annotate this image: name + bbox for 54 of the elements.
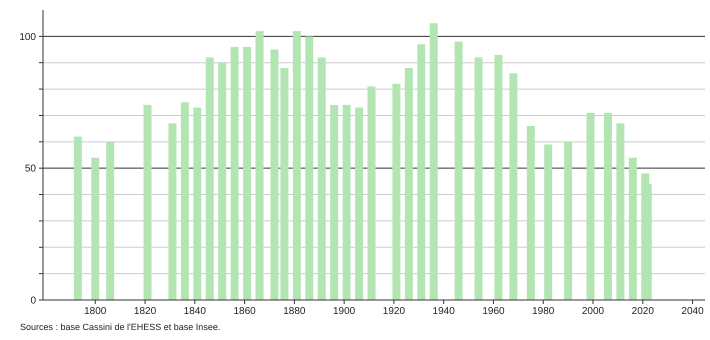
bar (628, 158, 637, 300)
y-tick-label: 50 (24, 164, 36, 175)
bar (564, 142, 572, 300)
bar (106, 142, 114, 300)
bar (193, 108, 202, 300)
bar (392, 84, 400, 300)
x-tick-label: 1880 (283, 306, 306, 317)
bar (616, 123, 624, 300)
bar (430, 23, 438, 300)
y-tick-label: 0 (30, 296, 36, 306)
bar (454, 42, 463, 300)
x-tick-label: 2000 (582, 306, 605, 317)
bar (641, 173, 650, 300)
bar (368, 86, 376, 300)
bar (168, 123, 176, 300)
x-tick-label: 1900 (333, 306, 356, 317)
bar (144, 104, 152, 300)
bar (270, 50, 278, 300)
x-tick-label: 2020 (632, 306, 654, 317)
x-tick-label: 1820 (134, 306, 157, 317)
bar (206, 57, 214, 300)
bar (305, 36, 314, 300)
bar (586, 112, 595, 300)
x-tick-label: 2040 (681, 306, 704, 317)
bar (404, 68, 413, 300)
bar (74, 136, 82, 300)
x-tick-label: 1980 (532, 306, 555, 317)
bar (280, 68, 288, 300)
bar (526, 126, 535, 300)
bar (218, 62, 226, 300)
bar (243, 46, 252, 300)
bar (330, 104, 338, 300)
y-tick-label: 100 (19, 32, 36, 43)
bar (417, 44, 426, 300)
bar (474, 57, 483, 300)
bar (494, 54, 502, 300)
x-tick-label: 1920 (382, 306, 406, 317)
x-tick-label: 1960 (482, 306, 506, 317)
bar (604, 112, 612, 300)
bar (544, 144, 552, 300)
x-tick-label: 1940 (432, 306, 456, 317)
bar (318, 57, 326, 300)
bar (256, 31, 264, 300)
x-tick-label: 1860 (233, 306, 256, 317)
bar (342, 104, 351, 300)
bar (509, 73, 518, 300)
x-tick-label: 1840 (184, 306, 206, 317)
bar (230, 46, 239, 300)
source-note: Sources : base Cassini de l'EHESS et base Insee. (20, 322, 220, 332)
bar (180, 102, 189, 300)
bar (355, 108, 364, 300)
bar (292, 31, 301, 300)
x-tick-label: 1800 (84, 306, 107, 317)
bar (91, 158, 100, 300)
